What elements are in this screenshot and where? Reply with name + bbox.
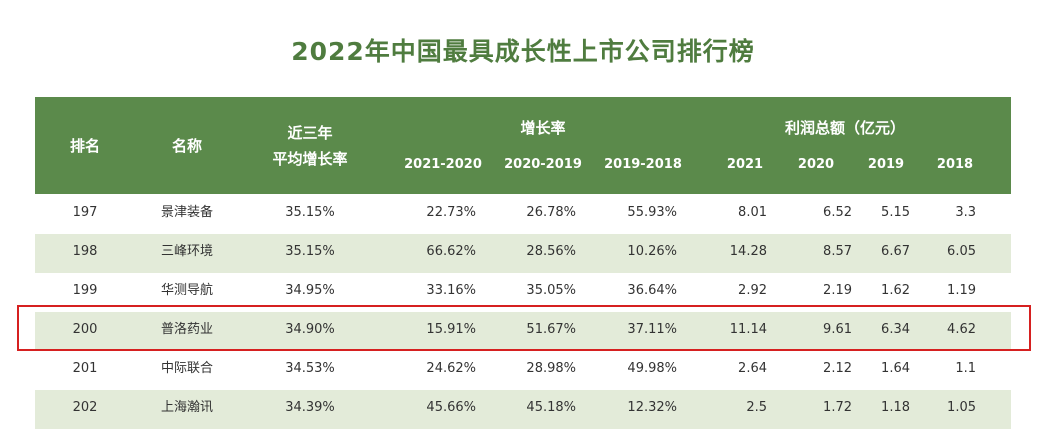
cell-growth: 10.26% (627, 244, 677, 259)
cell-avg-growth: 35.15% (285, 244, 335, 259)
cell-growth: 33.16% (426, 283, 476, 298)
header-rank: 排名 (69, 137, 100, 155)
cell-rank: 198 (72, 244, 98, 259)
cell-profit: 6.67 (881, 244, 910, 259)
cell-profit: 1.72 (823, 400, 852, 415)
cell-rank: 201 (72, 361, 98, 376)
cell-profit: 2.64 (738, 361, 767, 376)
cell-growth: 66.62% (426, 244, 476, 259)
cell-profit: 1.64 (881, 361, 910, 376)
cell-name: 三峰环境 (160, 244, 213, 259)
cell-profit: 1.62 (881, 283, 910, 298)
cell-profit: 6.05 (947, 244, 976, 259)
header-profit-col: 2019 (867, 157, 905, 172)
cell-growth: 37.11% (627, 322, 677, 337)
header-growth-col: 2020-2019 (504, 157, 582, 172)
cell-profit: 6.34 (881, 322, 910, 337)
highlight-box (17, 305, 1031, 351)
page-title: 2022年中国最具成长性上市公司排行榜 (291, 37, 755, 66)
cell-growth: 15.91% (426, 322, 476, 337)
header-profit-col: 2018 (936, 157, 974, 172)
cell-rank: 202 (72, 400, 98, 415)
cell-growth: 51.67% (526, 322, 576, 337)
cell-rank: 199 (72, 283, 98, 298)
cell-name: 华测导航 (160, 283, 213, 298)
table-header: 排名 名称 近三年 平均增长率 增长率 2021-2020 2020-2019 … (35, 97, 1011, 194)
cell-name: 普洛药业 (160, 322, 213, 337)
cell-growth: 24.62% (426, 361, 476, 376)
header-profit-col: 2021 (726, 157, 764, 172)
cell-profit: 3.3 (955, 205, 976, 220)
cell-profit: 1.19 (947, 283, 976, 298)
header-profit-col: 2020 (797, 157, 835, 172)
header-avg-line2: 平均增长率 (272, 150, 348, 168)
header-profit: 利润总额（亿元） (784, 119, 905, 137)
cell-profit: 2.19 (823, 283, 852, 298)
cell-growth: 26.78% (526, 205, 576, 220)
table-row: 202 上海瀚讯 34.39% 45.66% 45.18% 12.32% 2.5 1.72 1.… (35, 390, 1011, 429)
cell-name: 中际联合 (160, 361, 213, 376)
cell-profit: 1.05 (947, 400, 976, 415)
cell-growth: 12.32% (627, 400, 677, 415)
cell-growth: 28.98% (526, 361, 576, 376)
cell-growth: 22.73% (426, 205, 476, 220)
cell-avg-growth: 34.90% (285, 322, 335, 337)
header-name: 名称 (171, 137, 202, 155)
cell-growth: 35.05% (526, 283, 576, 298)
cell-name: 上海瀚讯 (160, 400, 213, 415)
cell-avg-growth: 34.95% (285, 283, 335, 298)
cell-rank: 200 (72, 322, 98, 337)
cell-profit: 8.01 (738, 205, 767, 220)
header-growth-col: 2021-2020 (404, 157, 482, 172)
table-row: 199 华测导航 34.95% 33.16% 35.05% 36.64% 2.92 2.19 1… (35, 273, 1011, 312)
cell-avg-growth: 34.39% (285, 400, 335, 415)
cell-growth: 28.56% (526, 244, 576, 259)
cell-growth: 45.66% (426, 400, 476, 415)
table-row: 200 普洛药业 34.90% 15.91% 51.67% 37.11% 11.14 9.61… (35, 312, 1011, 351)
cell-growth: 36.64% (627, 283, 677, 298)
cell-growth: 49.98% (627, 361, 677, 376)
table-row: 201 中际联合 34.53% 24.62% 28.98% 49.98% 2.64 2.12 1… (35, 351, 1011, 390)
header-avg-line1: 近三年 (287, 124, 333, 142)
cell-name: 景津装备 (160, 205, 213, 220)
cell-profit: 2.5 (746, 400, 767, 415)
cell-profit: 1.1 (955, 361, 976, 376)
table-row: 197 景津装备 35.15% 22.73% 26.78% 55.93% 8.01 6.52 5… (35, 195, 1011, 234)
cell-growth: 55.93% (627, 205, 677, 220)
cell-profit: 1.18 (881, 400, 910, 415)
table-body: 197 景津装备 35.15% 22.73% 26.78% 55.93% 8.01 6.52 5… (35, 195, 1011, 429)
cell-growth: 45.18% (526, 400, 576, 415)
cell-profit: 4.62 (947, 322, 976, 337)
table-row: 198 三峰环境 35.15% 66.62% 28.56% 10.26% 14.28 8.57… (35, 234, 1011, 273)
cell-profit: 14.28 (729, 244, 767, 259)
cell-avg-growth: 34.53% (285, 361, 335, 376)
cell-profit: 2.12 (823, 361, 852, 376)
cell-rank: 197 (72, 205, 98, 220)
cell-profit: 9.61 (823, 322, 852, 337)
cell-profit: 11.14 (729, 322, 767, 337)
cell-avg-growth: 35.15% (285, 205, 335, 220)
cell-profit: 8.57 (823, 244, 852, 259)
header-growth-col: 2019-2018 (604, 157, 682, 172)
cell-profit: 5.15 (881, 205, 910, 220)
cell-profit: 6.52 (823, 205, 852, 220)
cell-profit: 2.92 (738, 283, 767, 298)
header-growth: 增长率 (520, 119, 566, 137)
